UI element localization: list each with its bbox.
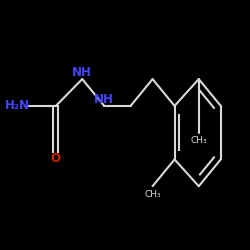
Text: CH₃: CH₃ — [144, 190, 161, 199]
Text: NH: NH — [94, 93, 114, 106]
Text: O: O — [51, 152, 61, 165]
Text: CH₃: CH₃ — [190, 136, 207, 145]
Text: NH: NH — [72, 66, 92, 79]
Text: H₂N: H₂N — [4, 100, 29, 112]
